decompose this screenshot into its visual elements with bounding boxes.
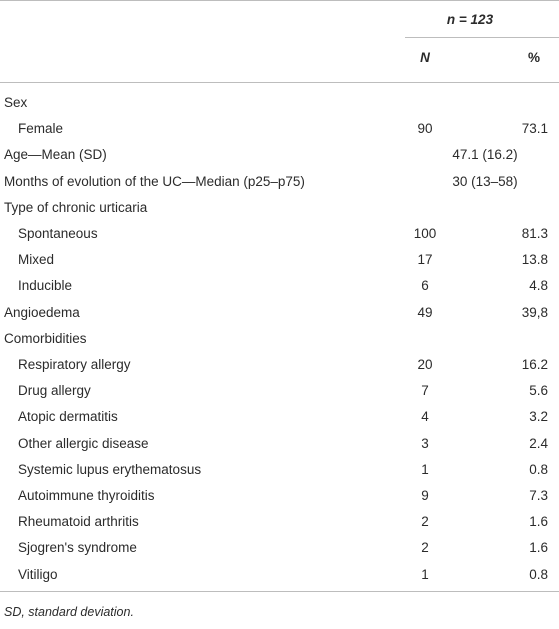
percent-cell: 4.8 [529, 278, 548, 294]
percent-cell: 7.3 [529, 488, 548, 503]
count-cell: 1 [421, 461, 429, 477]
sub-row-label: Drug allergy [18, 383, 91, 399]
count-cell: 49 [417, 304, 433, 320]
group-rule [405, 37, 559, 38]
percent-cell: 13.8 [521, 252, 548, 268]
row-label: Comorbidities [4, 330, 87, 346]
count-cell: 4 [421, 409, 429, 425]
sub-row-label: Vitiligo [18, 566, 58, 582]
sub-row-label: Rheumatoid arthritis [18, 514, 139, 530]
sub-row-label: Mixed [18, 252, 55, 268]
column-header: N [420, 50, 430, 65]
sub-row-label: Atopic dermatitis [18, 409, 118, 425]
sub-row-label: Inducible [18, 278, 73, 294]
percent-cell: 81.3 [521, 226, 548, 241]
percent-cell: 5.6 [529, 383, 548, 399]
count-cell: 3 [421, 435, 429, 451]
row-label: Months of evolution of the UC—Median (p2… [4, 173, 305, 189]
column-header: % [527, 50, 540, 65]
count-cell: 90 [417, 121, 433, 137]
sub-row-label: Female [18, 121, 64, 137]
bottom-rule [0, 590, 559, 592]
row-label: Type of chronic urticaria [4, 199, 148, 215]
percent-cell: 0.8 [529, 566, 548, 582]
percent-cell: 16.2 [521, 357, 548, 372]
sub-row-label: Systemic lupus erythematosus [18, 461, 202, 477]
percent-cell: 2.4 [529, 435, 548, 451]
percent-cell: 73.1 [521, 121, 548, 137]
count-cell: 17 [417, 252, 433, 268]
percent-cell: 0.8 [529, 461, 548, 477]
count-cell: 2 [421, 514, 429, 530]
count-cell: 1 [421, 566, 429, 582]
sub-row-label: Respiratory allergy [18, 357, 131, 372]
row-label: Angioedema [4, 304, 80, 320]
row-label: Age—Mean (SD) [4, 147, 107, 163]
count-cell: 100 [413, 226, 437, 241]
count-cell: 2 [421, 540, 429, 556]
percent-cell: 1.6 [529, 514, 548, 530]
percent-cell: 39,8 [521, 304, 548, 320]
count-cell: 6 [421, 278, 429, 294]
footnote: SD, standard deviation. [4, 604, 134, 619]
row-label: Sex [4, 95, 28, 110]
sub-row-label: Spontaneous [18, 226, 98, 241]
count-cell: 7 [421, 383, 429, 399]
group-header: n = 123 [446, 12, 494, 27]
percent-cell: 3.2 [529, 409, 548, 425]
header-rule [0, 82, 559, 83]
count-cell: 20 [417, 357, 433, 372]
merged-value: 47.1 (16.2) [452, 147, 518, 163]
count-cell: 9 [421, 488, 429, 503]
merged-value: 30 (13–58) [452, 173, 518, 189]
sub-row-label: Other allergic disease [18, 435, 149, 451]
sub-row-label: Sjogren's syndrome [18, 540, 137, 556]
sub-row-label: Autoimmune thyroiditis [18, 488, 155, 503]
top-rule [0, 0, 559, 1]
percent-cell: 1.6 [529, 540, 548, 556]
